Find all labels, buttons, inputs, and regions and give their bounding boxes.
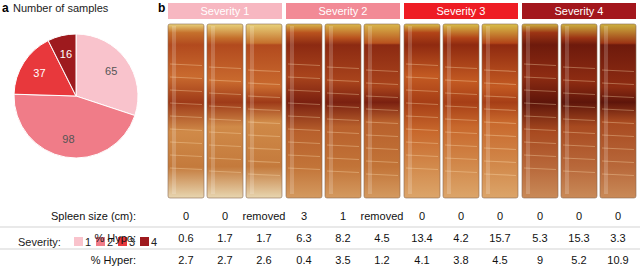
tube-highlight [447,26,451,194]
table-cell: 13.4 [411,232,432,244]
panel-label: b [158,1,165,15]
legend-swatch [140,237,149,246]
tube [286,24,322,198]
tube [404,24,440,198]
tube [207,24,243,198]
tube-highlight [211,26,215,194]
tube [364,24,400,198]
table-cell: 0 [576,210,582,222]
table-cell: 5.3 [532,232,547,244]
table-cell: removed [243,210,286,222]
severity-header-bar [522,3,636,19]
row-label: Spleen size (cm): [51,210,136,222]
data-label: 98 [62,133,74,145]
table-cell: 2.6 [256,254,271,266]
table-cell: 1 [340,210,346,222]
severity-header: Severity 1 [201,5,250,17]
table-cell: 0 [458,210,464,222]
table-cell: 3.3 [610,232,625,244]
pie-slice [14,94,135,158]
table-cell: 0 [615,210,621,222]
legend-entry: 4 [151,236,157,248]
tube-highlight [486,26,490,194]
table-cell: 0.4 [296,254,311,266]
tube [246,24,282,198]
table-cell: 0 [183,210,189,222]
table-cell: 5.2 [571,254,586,266]
tube-photos [168,24,636,198]
severity-header: Severity 3 [437,5,486,17]
table-cell: 4.1 [414,254,429,266]
severity-header: Severity 4 [555,5,604,17]
tube-highlight [250,26,254,194]
chart-title: Number of samples [13,2,109,14]
legend: Severity:1234 [18,236,157,248]
legend-title: Severity: [18,236,61,248]
severity-header-bar [168,3,282,19]
tube [325,24,361,198]
tube [482,24,518,198]
tube-highlight [329,26,333,194]
table-cell: 6.3 [296,232,311,244]
panel-label: a [2,1,9,15]
data-label: 37 [33,67,45,79]
tube [168,24,204,198]
row-label: % Hypo: [94,232,136,244]
tube-highlight [368,26,372,194]
table-cell: 1.7 [217,232,232,244]
row-label: % Hyper: [91,254,136,266]
data-label: 16 [60,48,72,60]
table-cell: 2.7 [178,254,193,266]
tube-highlight [172,26,176,194]
tube [522,24,558,198]
table-rule [0,249,640,250]
table-cell: 3.8 [453,254,468,266]
tube [443,24,479,198]
tube [561,24,597,198]
table-cell: removed [361,210,404,222]
tube-highlight [290,26,294,194]
table-cell: 3.5 [335,254,350,266]
table-cell: 1.2 [374,254,389,266]
legend-entry: 1 [85,236,91,248]
tube-highlight [565,26,569,194]
pie-slices [14,34,138,158]
table-cell: 15.7 [489,232,510,244]
table-cell: 0 [222,210,228,222]
data-label: 65 [105,65,117,77]
table-cell: 0 [419,210,425,222]
tube-highlight [526,26,530,194]
table-cell: 3 [301,210,307,222]
table-cell: 2.7 [217,254,232,266]
pie-labels: 65 98 37 16 [33,48,117,145]
severity-headers: Severity 1 Severity 2 Severity 3 Severity 4 [168,3,636,19]
table-cell: 10.9 [607,254,628,266]
table-cell: 8.2 [335,232,350,244]
table: Spleen size (cm): 0 0 removed 3 1 removed 0 0 0 0 0… [0,210,640,266]
tube-highlight [408,26,412,194]
table-cell: 4.5 [492,254,507,266]
severity-header: Severity 2 [319,5,368,17]
table-cell: 0.6 [178,232,193,244]
figure: aNumber of samples65983716Severity:1234b… [0,0,640,275]
table-cell: 1.7 [256,232,271,244]
tube-highlight [604,26,608,194]
tube [600,24,636,198]
table-cell: 4.5 [374,232,389,244]
table-cell: 0 [537,210,543,222]
table-cell: 15.3 [568,232,589,244]
table-cell: 4.2 [453,232,468,244]
legend-swatch [74,237,83,246]
table-rule [0,227,640,228]
pie-slice [48,34,76,96]
severity-header-bar [286,3,400,19]
table-cell: 0 [497,210,503,222]
table-cell: 9 [537,254,543,266]
severity-header-bar [404,3,518,19]
